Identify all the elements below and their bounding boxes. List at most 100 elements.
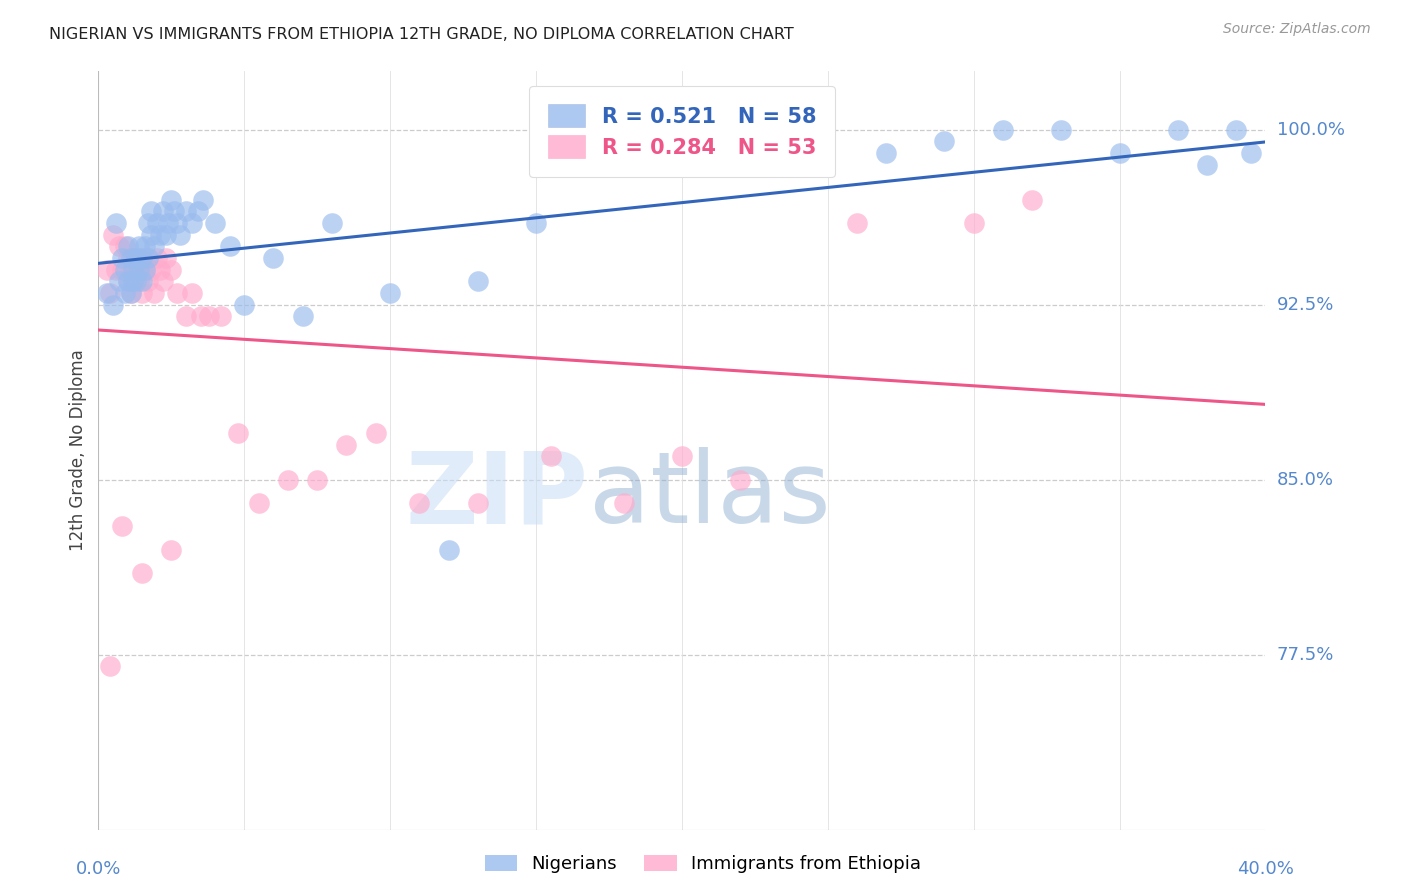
Point xyxy=(131,274,153,288)
Point xyxy=(612,496,634,510)
Point xyxy=(122,251,145,265)
Point xyxy=(139,227,162,242)
Point xyxy=(139,204,162,219)
Point xyxy=(122,262,145,277)
Point xyxy=(131,262,153,277)
Point xyxy=(160,542,183,557)
Point xyxy=(155,251,177,265)
Point xyxy=(98,659,121,673)
Point xyxy=(1195,158,1218,172)
Point xyxy=(380,285,402,300)
Point xyxy=(114,239,136,253)
Point xyxy=(149,262,172,277)
Point xyxy=(1240,146,1263,161)
Point xyxy=(187,204,209,219)
Point xyxy=(730,473,752,487)
Point xyxy=(96,262,118,277)
Point xyxy=(134,239,156,253)
Point xyxy=(209,310,232,324)
Point xyxy=(120,285,142,300)
Point xyxy=(96,285,118,300)
Text: 40.0%: 40.0% xyxy=(1237,860,1294,878)
Text: 92.5%: 92.5% xyxy=(1277,295,1334,314)
Legend: Nigerians, Immigrants from Ethiopia: Nigerians, Immigrants from Ethiopia xyxy=(479,849,927,879)
Point xyxy=(437,542,460,557)
Point xyxy=(218,239,240,253)
Point xyxy=(117,239,139,253)
Text: NIGERIAN VS IMMIGRANTS FROM ETHIOPIA 12TH GRADE, NO DIPLOMA CORRELATION CHART: NIGERIAN VS IMMIGRANTS FROM ETHIOPIA 12T… xyxy=(49,27,794,42)
Point xyxy=(193,193,215,207)
Point xyxy=(146,251,169,265)
Point xyxy=(307,473,329,487)
Point xyxy=(228,425,250,440)
Point xyxy=(128,262,150,277)
Point xyxy=(136,274,159,288)
Point xyxy=(875,146,897,161)
Point xyxy=(155,227,177,242)
Point xyxy=(104,216,127,230)
Point xyxy=(160,262,183,277)
Point xyxy=(152,204,174,219)
Point xyxy=(277,473,299,487)
Point xyxy=(991,122,1014,136)
Point xyxy=(114,285,136,300)
Point xyxy=(120,251,142,265)
Point xyxy=(190,310,212,324)
Point xyxy=(169,227,191,242)
Point xyxy=(1225,122,1247,136)
Point xyxy=(166,285,188,300)
Point xyxy=(524,216,547,230)
Point xyxy=(247,496,270,510)
Point xyxy=(934,134,956,148)
Point xyxy=(128,251,150,265)
Point xyxy=(146,216,169,230)
Point xyxy=(139,262,162,277)
Point xyxy=(291,310,314,324)
Point xyxy=(111,262,134,277)
Point xyxy=(117,251,139,265)
Point xyxy=(1167,122,1189,136)
Point xyxy=(125,251,148,265)
Point xyxy=(98,285,121,300)
Point xyxy=(142,239,165,253)
Point xyxy=(962,216,984,230)
Point xyxy=(125,262,148,277)
Point xyxy=(108,239,131,253)
Point xyxy=(540,450,562,464)
Point xyxy=(180,216,202,230)
Point xyxy=(163,204,186,219)
Point xyxy=(174,204,197,219)
Point xyxy=(131,285,153,300)
Point xyxy=(408,496,430,510)
Text: 77.5%: 77.5% xyxy=(1277,646,1334,664)
Point xyxy=(128,274,150,288)
Point xyxy=(671,450,693,464)
Text: ZIP: ZIP xyxy=(406,448,589,544)
Point xyxy=(467,496,489,510)
Point xyxy=(122,274,145,288)
Point xyxy=(111,519,134,533)
Point xyxy=(128,239,150,253)
Text: 85.0%: 85.0% xyxy=(1277,471,1333,489)
Point xyxy=(125,274,148,288)
Point xyxy=(198,310,221,324)
Point xyxy=(117,274,139,288)
Text: 100.0%: 100.0% xyxy=(1277,120,1344,138)
Point xyxy=(136,251,159,265)
Point xyxy=(321,216,343,230)
Legend: R = 0.521   N = 58, R = 0.284   N = 53: R = 0.521 N = 58, R = 0.284 N = 53 xyxy=(529,86,835,177)
Point xyxy=(149,227,172,242)
Point xyxy=(846,216,869,230)
Point xyxy=(262,251,284,265)
Point xyxy=(160,193,183,207)
Point xyxy=(142,285,165,300)
Point xyxy=(364,425,387,440)
Point xyxy=(117,274,139,288)
Point xyxy=(104,262,127,277)
Point xyxy=(108,274,131,288)
Point xyxy=(233,298,256,312)
Point xyxy=(136,216,159,230)
Point xyxy=(174,310,197,324)
Text: atlas: atlas xyxy=(589,448,830,544)
Text: 0.0%: 0.0% xyxy=(76,860,121,878)
